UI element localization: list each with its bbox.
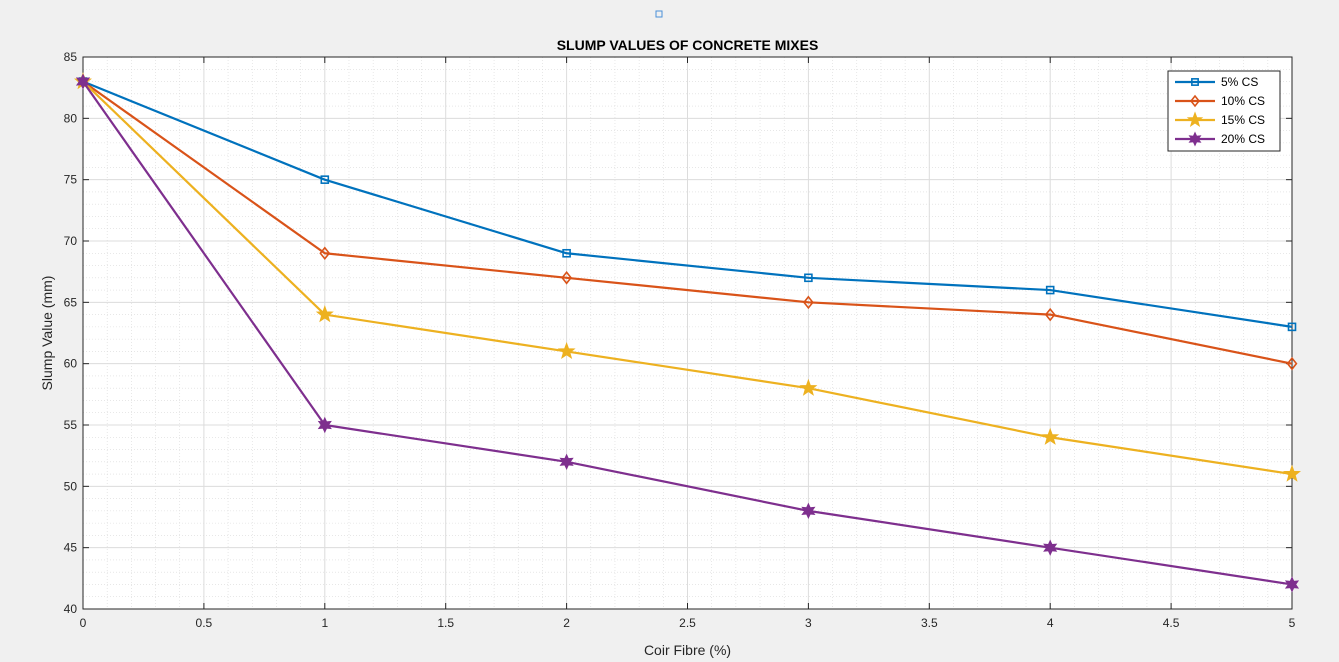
data-point-marker: [317, 416, 332, 434]
series-layer: [73, 72, 1302, 593]
x-axis-label: Coir Fibre (%): [644, 642, 731, 658]
selection-handle[interactable]: [655, 10, 663, 18]
data-point-marker: [1284, 576, 1300, 593]
data-point-marker: [559, 453, 574, 470]
series-line: [82, 80, 1293, 365]
chart-title: SLUMP VALUES OF CONCRETE MIXES: [557, 37, 819, 53]
data-point-marker: [1041, 427, 1060, 445]
x-tick-label: 1: [321, 616, 328, 630]
data-point-marker: [315, 305, 334, 323]
y-tick-label: 45: [64, 541, 78, 555]
data-point-marker: [801, 502, 816, 520]
data-point-marker: [1043, 539, 1058, 556]
data-point-marker: [1188, 131, 1202, 147]
y-axis-label: Slump Value (mm): [39, 276, 55, 391]
data-point-marker: [1286, 356, 1298, 371]
series-line: [82, 80, 1293, 328]
x-tick-label: 1.5: [437, 616, 454, 630]
series-line: [82, 80, 1293, 476]
y-tick-label: 75: [64, 173, 78, 187]
x-tick-label: 3: [805, 616, 812, 630]
y-tick-label: 65: [64, 295, 78, 309]
y-tick-label: 70: [64, 234, 78, 248]
x-tick-label: 2.5: [679, 616, 696, 630]
legend-label: 10% CS: [1221, 94, 1265, 108]
data-point-marker: [802, 295, 814, 310]
x-tick-label: 4.5: [1163, 616, 1180, 630]
minor-grid: [83, 57, 1292, 609]
data-point-marker: [1186, 111, 1204, 128]
major-grid: [82, 56, 1293, 610]
x-tick-label: 2: [563, 616, 570, 630]
legend[interactable]: 5% CS 10% CS 15% CS 20% CS: [1167, 70, 1281, 152]
data-point-marker: [561, 271, 573, 285]
data-point-marker: [1045, 285, 1055, 295]
y-tick-label: 85: [64, 50, 78, 64]
data-point-marker: [1282, 464, 1302, 482]
legend-entry[interactable]: 10% CS: [1175, 94, 1265, 108]
data-point-marker: [75, 73, 91, 90]
axis-ticks: 0 0.5 1 1.5 2 2.5 3 3.5 4 4.5 5 40 45 50 55 60 65 70 75 80 8…: [64, 50, 1296, 630]
legend-entry[interactable]: 15% CS: [1175, 111, 1265, 128]
y-tick-label: 50: [64, 479, 78, 493]
series-line: [82, 80, 1293, 586]
legend-label: 15% CS: [1221, 113, 1265, 127]
legend-entry[interactable]: 20% CS: [1175, 131, 1265, 147]
data-point-marker: [320, 175, 330, 184]
y-tick-label: 60: [64, 357, 78, 371]
data-point-marker: [319, 246, 331, 261]
y-tick-label: 55: [64, 418, 78, 432]
data-point-marker: [557, 341, 576, 360]
data-point-marker: [804, 273, 813, 283]
data-point-marker: [1191, 78, 1199, 86]
series-4: [75, 73, 1300, 593]
series-3: [73, 72, 1302, 482]
x-tick-label: 5: [1289, 616, 1296, 630]
x-tick-label: 0: [80, 616, 87, 630]
x-tick-label: 0.5: [196, 616, 213, 630]
legend-label: 20% CS: [1221, 132, 1265, 146]
data-point-marker: [562, 248, 571, 258]
data-point-marker: [799, 378, 818, 396]
y-tick-label: 40: [64, 602, 78, 616]
data-point-marker: [1287, 322, 1297, 332]
legend-label: 5% CS: [1221, 75, 1258, 89]
y-tick-label: 80: [64, 111, 78, 125]
x-tick-label: 4: [1047, 616, 1054, 630]
legend-items: 5% CS 10% CS 15% CS 20% CS: [1175, 75, 1265, 147]
legend-box: [1167, 70, 1281, 152]
legend-entry[interactable]: 5% CS: [1175, 75, 1258, 89]
data-point-marker: [1044, 307, 1056, 322]
x-tick-label: 3.5: [921, 616, 938, 630]
data-point-marker: [1190, 94, 1200, 108]
